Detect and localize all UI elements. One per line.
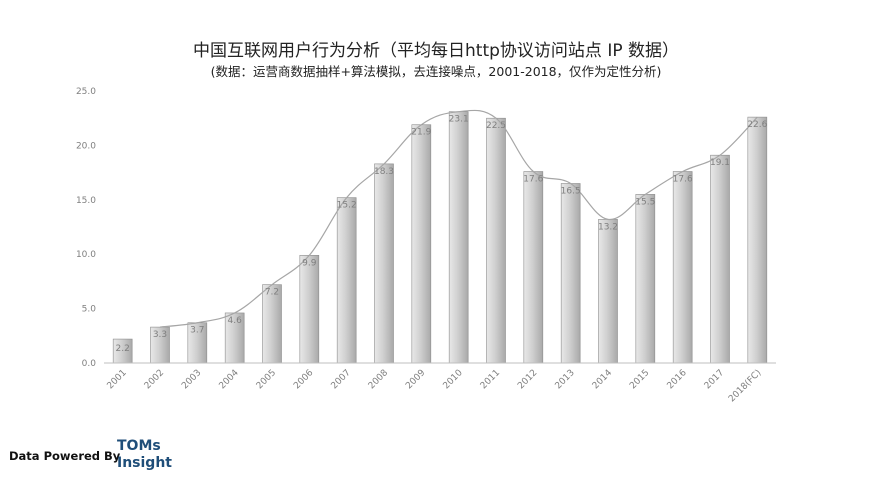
x-tick-label: 2004 [218, 368, 241, 391]
bar [523, 171, 544, 364]
data-label: 13.2 [598, 222, 618, 232]
bar [336, 197, 357, 364]
data-label: 17.6 [523, 175, 543, 185]
x-tick-label: 2018(FC) [727, 368, 763, 404]
bar [598, 219, 618, 364]
data-label: 9.9 [302, 258, 317, 268]
x-tick-label: 2002 [143, 368, 166, 391]
x-tick-label: 2016 [666, 368, 689, 391]
x-tick-label: 2003 [180, 368, 203, 391]
bar [672, 171, 693, 364]
data-label: 7.2 [265, 288, 279, 298]
x-tick-label: 2005 [255, 368, 278, 391]
data-label: 15.5 [635, 197, 655, 207]
data-label: 22.5 [486, 121, 506, 131]
bar [486, 117, 506, 364]
bar [448, 111, 469, 364]
y-tick-label: 25.0 [76, 87, 96, 97]
x-tick-label: 2009 [404, 368, 427, 391]
data-label: 23.1 [449, 115, 469, 125]
data-label: 2.2 [116, 344, 130, 354]
x-tick-label: 2001 [106, 368, 129, 391]
bar [411, 124, 432, 364]
chart-subtitle: (数据：运营商数据抽样+算法模拟，去连接噪点，2001-2018，仅作为定性分析… [210, 64, 662, 79]
footer-label: Data Powered By [9, 449, 121, 463]
chart-title: 中国互联网用户行为分析（平均每日http协议访问站点 IP 数据） [193, 41, 679, 61]
x-tick-label: 2008 [367, 368, 390, 391]
trendline [159, 109, 758, 328]
data-label: 17.6 [673, 175, 693, 185]
x-tick-label: 2011 [479, 368, 502, 391]
data-label: 18.3 [374, 167, 394, 177]
bar [635, 194, 656, 364]
x-tick-label: 2017 [703, 368, 726, 391]
x-tick-label: 2015 [628, 368, 651, 391]
data-label: 16.5 [561, 186, 581, 196]
x-axis: 2001 2002 2003 2004 2005 2006 2007 2008 2009 2010… [104, 362, 776, 404]
trend-line [159, 109, 758, 328]
bar [299, 254, 320, 364]
x-tick-label: 2013 [554, 368, 577, 391]
bar [560, 183, 581, 364]
x-tick-label: 2007 [330, 368, 353, 391]
x-tick-label: 2006 [292, 368, 315, 391]
x-tick-label: 2012 [516, 368, 539, 391]
bars [112, 111, 768, 364]
data-label: 3.3 [153, 330, 167, 340]
bar [374, 163, 394, 364]
data-label: 22.6 [747, 120, 767, 130]
data-label: 15.2 [337, 201, 357, 211]
brand-line-1: TOMs [117, 438, 161, 454]
data-labels: 2.2 3.3 3.7 4.6 7.2 9.9 15.2 18.3 21.9 23.1 22.5 17… [116, 115, 768, 354]
data-label: 19.1 [710, 158, 730, 168]
y-tick-label: 15.0 [76, 196, 96, 206]
data-label: 21.9 [411, 128, 431, 138]
data-label: 4.6 [228, 316, 243, 326]
bar [747, 116, 768, 364]
y-tick-label: 20.0 [76, 141, 96, 151]
y-axis: 0.0 5.0 10.0 15.0 20.0 25.0 [76, 87, 96, 369]
y-tick-label: 5.0 [82, 305, 97, 315]
brand-logo: TOMs Insight [117, 438, 172, 472]
x-tick-label: 2014 [591, 368, 614, 391]
bar [710, 154, 730, 364]
y-tick-label: 10.0 [76, 250, 96, 260]
data-label: 3.7 [190, 326, 204, 336]
x-tick-label: 2010 [442, 368, 465, 391]
brand-line-2: Insight [117, 455, 172, 471]
y-tick-label: 0.0 [82, 359, 97, 369]
